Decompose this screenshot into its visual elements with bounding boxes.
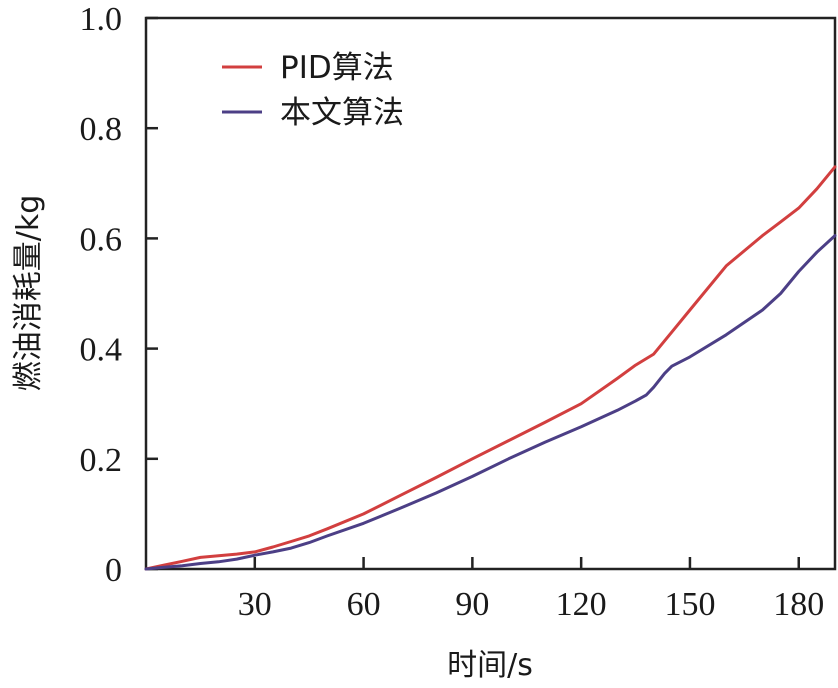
y-tick-label: 1.0 bbox=[80, 1, 123, 38]
x-tick-label: 150 bbox=[664, 586, 715, 623]
plot-frame bbox=[144, 16, 837, 571]
y-tick-label: 0.8 bbox=[80, 111, 123, 148]
y-axis-ticks: 0 0.2 0.4 0.6 0.8 1.0 bbox=[80, 1, 158, 589]
series-lines bbox=[144, 165, 837, 571]
x-tick-label: 60 bbox=[347, 586, 381, 623]
x-tick-label: 180 bbox=[773, 586, 824, 623]
x-tick-label: 30 bbox=[238, 586, 272, 623]
legend-label-1: PID算法 bbox=[280, 50, 394, 86]
y-axis-label: 燃油消耗量/kg bbox=[11, 195, 46, 392]
x-axis-label: 时间/s bbox=[447, 648, 533, 683]
y-tick-label: 0.6 bbox=[80, 221, 123, 258]
x-axis-ticks: 30 60 90 120 150 180 bbox=[238, 557, 824, 623]
y-tick-label: 0 bbox=[105, 552, 122, 589]
series-line-1 bbox=[144, 165, 837, 571]
legend-label-2: 本文算法 bbox=[280, 95, 404, 131]
x-tick-label: 90 bbox=[455, 586, 489, 623]
y-tick-label: 0.2 bbox=[80, 442, 123, 479]
x-tick-label: 120 bbox=[556, 586, 607, 623]
y-tick-label: 0.4 bbox=[80, 332, 123, 369]
series-line-2 bbox=[144, 234, 837, 571]
